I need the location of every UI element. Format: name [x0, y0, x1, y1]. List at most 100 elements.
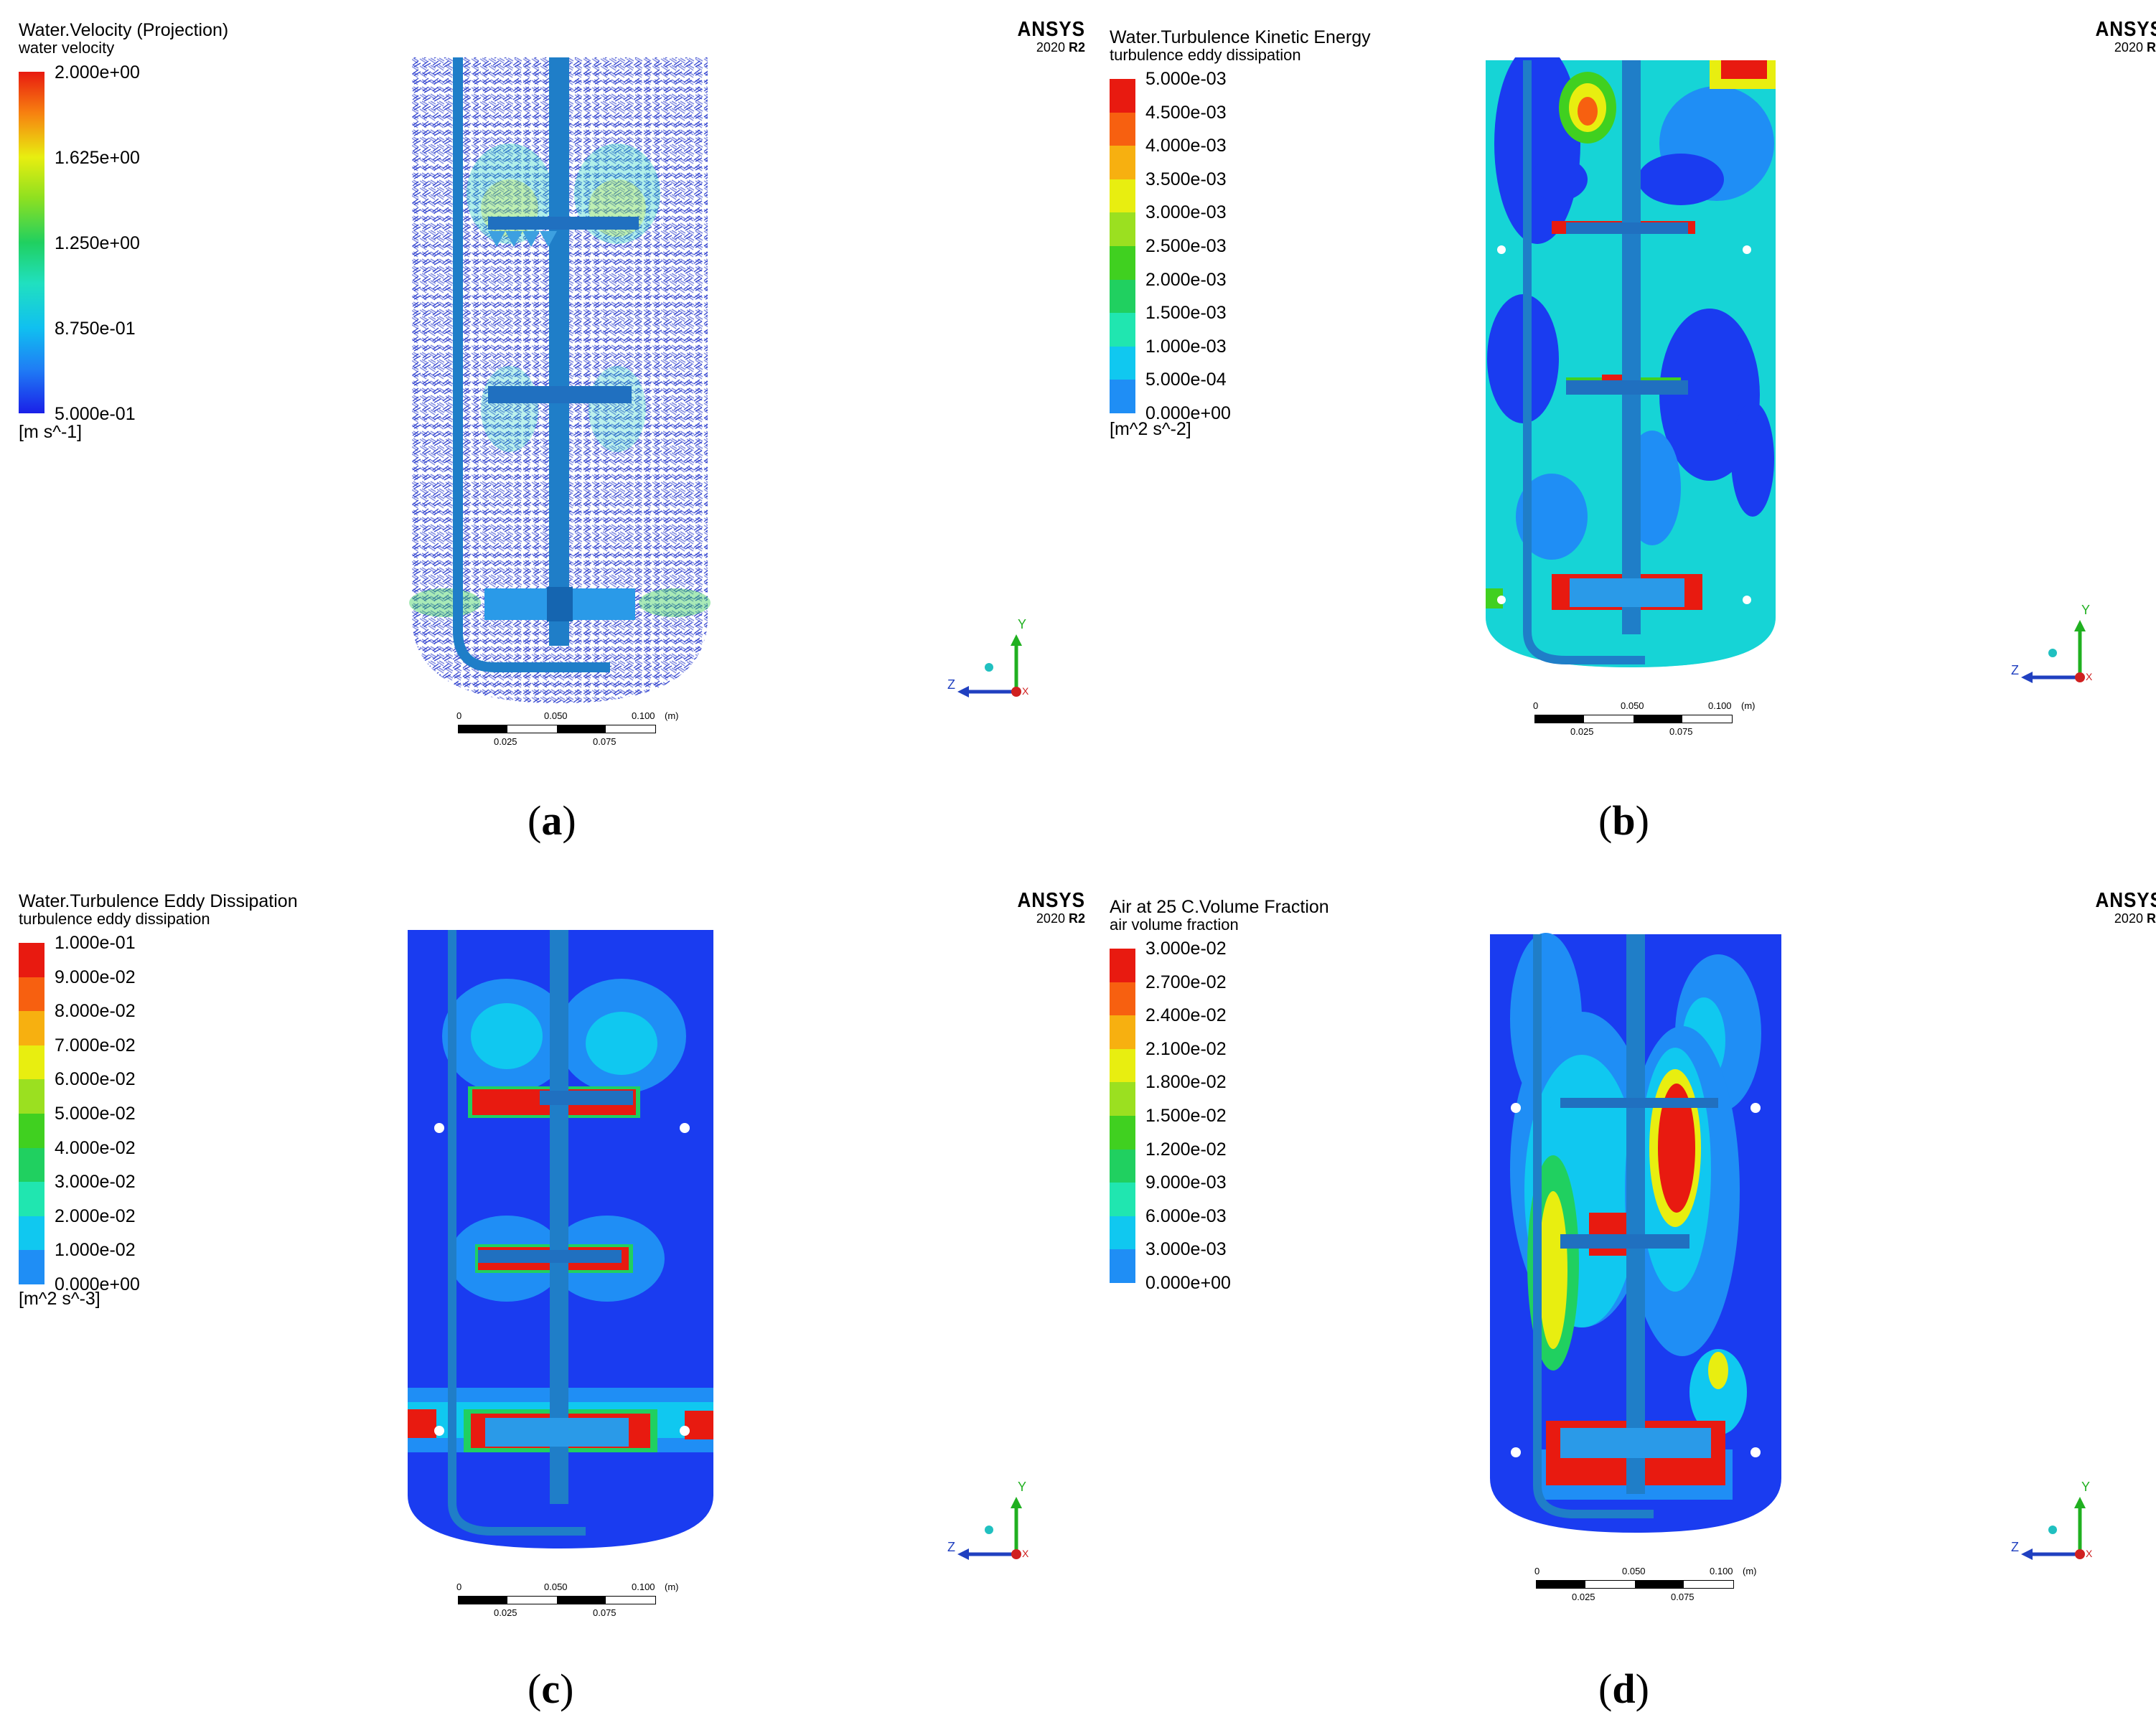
legend-tick: 0.000e+00: [1145, 1273, 1231, 1293]
legend-tick: 4.000e-02: [55, 1137, 136, 1158]
svg-text:Y: Y: [1018, 617, 1026, 631]
legend-tick: 5.000e-01: [55, 404, 136, 424]
legend-tick: 8.000e-02: [55, 1001, 136, 1022]
legend-tick: 6.000e-02: [55, 1069, 136, 1090]
legend-tick: 3.000e-02: [55, 1172, 136, 1193]
legend-tick: 7.000e-02: [55, 1035, 136, 1056]
legend-title: Air at 25 C.Volume Fraction: [1110, 897, 1329, 917]
impeller-middle: [488, 386, 632, 403]
legend-title: Water.Turbulence Kinetic Energy: [1110, 27, 1371, 47]
legend-band: [1110, 1183, 1135, 1217]
axis-triad: Y Z X: [2011, 603, 2093, 683]
ansys-logo: ANSYS 2020 R2: [2095, 18, 2156, 55]
legend-band: [19, 1182, 44, 1217]
sparger-pipe: [453, 57, 610, 672]
tke-contour: [1486, 57, 1776, 667]
legend-tick: 1.000e-01: [55, 933, 136, 953]
legend-tick: 4.000e-03: [1145, 136, 1227, 156]
legend-tick: 8.750e-01: [55, 319, 136, 339]
legend-tick: 1.200e-02: [1145, 1139, 1227, 1160]
legend-tick: 1.625e+00: [55, 148, 140, 168]
legend-tick: 2.000e+00: [55, 62, 140, 83]
axis-triad: Y Z X: [2011, 1480, 2093, 1560]
ansys-logo: ANSYS 2020 R2: [1017, 889, 1085, 926]
svg-text:X: X: [2086, 1548, 2093, 1559]
legend-b: Water.Turbulence Kinetic Energy turbulen…: [1110, 27, 1371, 439]
legend-band: [1110, 313, 1135, 347]
svg-text:X: X: [1022, 1548, 1029, 1559]
legend-c: Water.Turbulence Eddy Dissipation turbul…: [19, 891, 298, 1309]
air-volume-fraction-contour: [1490, 933, 1781, 1533]
length-scale-bar: 0 0.050 0.100 (m) 0.025 0.075: [1533, 700, 1756, 737]
panel-c-eddy-dissipation: Water.Turbulence Eddy Dissipation turbul…: [0, 862, 1085, 1725]
legend-colorbar: [19, 72, 44, 413]
legend-band: [19, 1011, 44, 1046]
legend-title: Water.Turbulence Eddy Dissipation: [19, 891, 298, 911]
legend-tick: 2.400e-02: [1145, 1005, 1227, 1026]
legend-band: [19, 1114, 44, 1149]
legend-colorbar: [1110, 949, 1135, 1284]
svg-text:Z: Z: [2011, 1540, 2019, 1554]
legend-tick: 5.000e-03: [1145, 69, 1227, 89]
legend-tick: 5.000e-02: [55, 1104, 136, 1124]
legend-tick: 2.000e-02: [55, 1205, 136, 1226]
panel-label: (a): [528, 797, 576, 844]
panel-label: (d): [1598, 1665, 1649, 1712]
impeller-top: [488, 217, 639, 230]
legend-tick: 1.250e+00: [55, 233, 140, 253]
panel-d-air-volume-fraction: Air at 25 C.Volume Fraction air volume f…: [1078, 862, 2156, 1725]
legend-tick: 4.500e-03: [1145, 102, 1227, 123]
legend-colorbar: [1110, 79, 1135, 414]
axis-triad: Y Z X: [947, 1480, 1029, 1560]
svg-text:X: X: [2086, 671, 2093, 682]
axis-triad: Y Z X: [947, 617, 1029, 697]
legend-tick: 5.000e-04: [1145, 370, 1227, 390]
legend-band: [1110, 1048, 1135, 1083]
legend-tick: 0.000e+00: [55, 1274, 140, 1294]
legend-subtitle: water velocity: [19, 39, 115, 57]
legend-band: [1110, 279, 1135, 314]
legend-unit: [m^2 s^-2]: [1110, 419, 1191, 439]
legend-tick: 2.700e-02: [1145, 972, 1227, 992]
svg-text:Y: Y: [1018, 1480, 1026, 1494]
legend-tick: 1.000e-02: [55, 1240, 136, 1261]
legend-band: [1110, 1015, 1135, 1050]
legend-band: [1110, 79, 1135, 113]
legend-tick: 6.000e-03: [1145, 1205, 1227, 1226]
legend-subtitle: air volume fraction: [1110, 916, 1239, 934]
legend-band: [1110, 212, 1135, 247]
legend-tick: 0.000e+00: [1145, 403, 1231, 423]
legend-band: [19, 1147, 44, 1183]
legend-a: Water.Velocity (Projection) water veloci…: [19, 20, 229, 442]
ansys-logo: ANSYS 2020 R2: [1017, 18, 1085, 55]
eddy-dissipation-contour: [408, 930, 713, 1548]
length-scale-bar: 0 0.050 0.100 (m) 0.025 0.075: [456, 1581, 679, 1618]
panel-label: (b): [1598, 797, 1649, 844]
panel-a-velocity: Water.Velocity (Projection) water veloci…: [0, 0, 1085, 862]
legend-tick: 2.100e-02: [1145, 1038, 1227, 1059]
legend-tick: 3.000e-02: [1145, 939, 1227, 959]
legend-band: [1110, 1216, 1135, 1250]
shaft: [549, 57, 569, 646]
legend-band: [1110, 146, 1135, 180]
velocity-vector-field: [409, 57, 711, 703]
svg-text:Z: Z: [2011, 663, 2019, 677]
legend-tick: 9.000e-02: [55, 967, 136, 987]
legend-band: [1110, 1082, 1135, 1117]
legend-tick: 3.500e-03: [1145, 169, 1227, 189]
legend-band: [19, 1045, 44, 1080]
legend-subtitle: turbulence eddy dissipation: [1110, 46, 1301, 64]
legend-band: [19, 943, 44, 978]
length-scale-bar: 0 0.050 0.100 (m) 0.025 0.075: [1534, 1566, 1757, 1602]
panel-b-tke: Water.Turbulence Kinetic Energy turbulen…: [1078, 0, 2156, 862]
legend-tick: 1.000e-03: [1145, 336, 1227, 357]
legend-tick: 9.000e-03: [1145, 1172, 1227, 1193]
legend-band: [1110, 346, 1135, 380]
legend-band: [19, 977, 44, 1012]
svg-text:Y: Y: [2081, 1480, 2090, 1494]
legend-unit: [m^2 s^-3]: [19, 1289, 100, 1309]
legend-title: Water.Velocity (Projection): [19, 20, 229, 40]
legend-tick: 3.000e-03: [1145, 1239, 1227, 1260]
ansys-logo: ANSYS 2020 R2: [2095, 889, 2156, 926]
legend-band: [1110, 949, 1135, 983]
